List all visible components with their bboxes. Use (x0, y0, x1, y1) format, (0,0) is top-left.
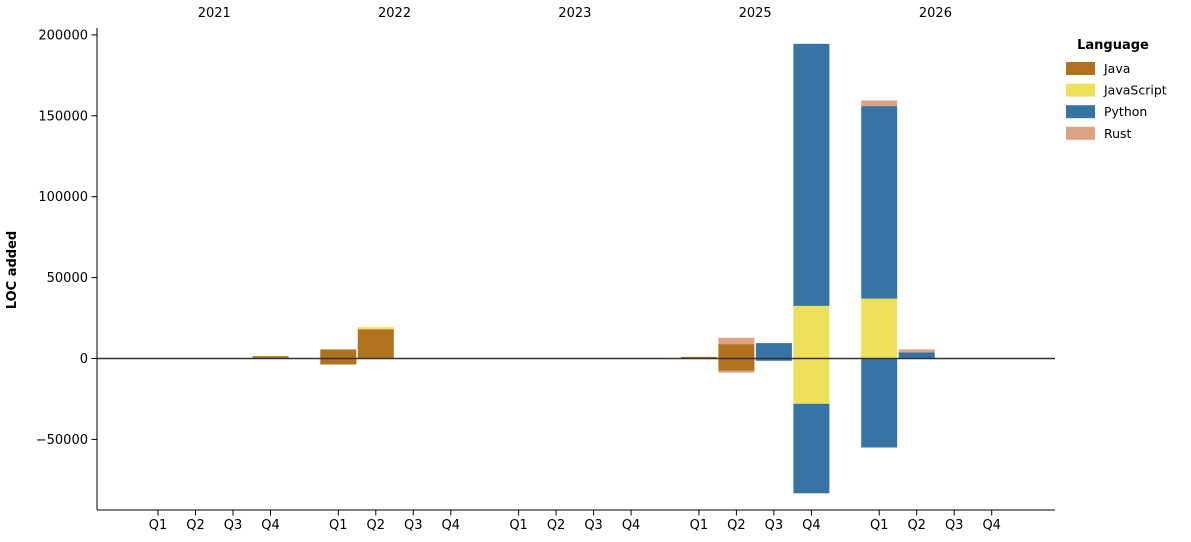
bar-segment-2025-Q4-javascript (793, 358, 830, 404)
bars-layer (252, 43, 935, 494)
x-tick-label-2025-Q2: Q2 (727, 518, 746, 533)
y-tick-label: 50000 (47, 271, 88, 286)
legend-swatch-rust (1066, 126, 1095, 140)
x-tick-label-2023-Q3: Q3 (584, 518, 603, 533)
bar-segment-2026-Q1-javascript (861, 298, 898, 359)
x-tick-label-2022-Q3: Q3 (404, 518, 423, 533)
year-label-2023: 2023 (558, 6, 591, 21)
y-tick-label: 200000 (38, 28, 88, 43)
x-tick-label-2023-Q2: Q2 (547, 518, 566, 533)
bar-segment-2026-Q2-rust (898, 349, 935, 353)
x-tick-label-2026-Q2: Q2 (907, 518, 926, 533)
legend-label-java: Java (1103, 61, 1130, 76)
bar-segment-2022-Q1-java (320, 349, 357, 359)
bar-segment-2026-Q1-python (861, 106, 898, 299)
x-tick-label-2026-Q3: Q3 (945, 518, 964, 533)
axes-layer (91, 28, 1055, 516)
bar-segment-2025-Q4-javascript (793, 305, 830, 359)
year-label-2025: 2025 (739, 6, 772, 21)
bar-segment-2025-Q2-java (718, 358, 755, 371)
legend: Language Java JavaScript Python Rust (1066, 38, 1167, 141)
legend-swatch-python (1066, 105, 1095, 119)
x-tick-label-2022-Q4: Q4 (442, 518, 461, 533)
bar-segment-2025-Q3-python (755, 343, 792, 359)
y-tick-label: −50000 (36, 433, 88, 448)
bar-segment-2025-Q2-rust (718, 370, 755, 373)
x-tick-label-2021-Q4: Q4 (261, 518, 280, 533)
year-label-2026: 2026 (919, 6, 952, 21)
x-tick-label-2025-Q1: Q1 (690, 518, 709, 533)
bar-segment-2022-Q2-javascript (357, 327, 394, 330)
legend-label-rust: Rust (1104, 126, 1132, 141)
legend-label-python: Python (1104, 104, 1147, 119)
x-tick-label-2022-Q2: Q2 (367, 518, 386, 533)
bar-segment-2021-Q4-java (252, 356, 289, 359)
bar-segment-2026-Q2-python (898, 352, 935, 359)
bar-segment-2026-Q1-rust (861, 100, 898, 107)
x-tick-label-2025-Q3: Q3 (765, 518, 784, 533)
bar-segment-2022-Q1-java (320, 358, 357, 365)
labels-layer: 200000 150000 100000 50000 0 −50000 Q1 Q2 Q3 Q4 Q1… (36, 6, 1001, 533)
x-tick-label-2023-Q1: Q1 (509, 518, 528, 533)
legend-label-javascript: JavaScript (1103, 83, 1167, 98)
y-tick-label: 0 (80, 352, 88, 367)
x-tick-label-2026-Q4: Q4 (982, 518, 1001, 533)
bar-segment-2026-Q1-python (861, 358, 898, 448)
legend-swatch-java (1066, 62, 1095, 75)
bar-segment-2025-Q4-python (793, 403, 830, 494)
year-label-2022: 2022 (378, 6, 411, 21)
y-tick-label: 100000 (38, 190, 88, 205)
x-tick-label-2023-Q4: Q4 (622, 518, 641, 533)
x-tick-label-2021-Q3: Q3 (224, 518, 243, 533)
x-tick-label-2021-Q2: Q2 (186, 518, 205, 533)
bar-segment-2025-Q1-java (680, 356, 717, 359)
bar-segment-2025-Q2-rust (718, 337, 755, 345)
x-tick-label-2026-Q1: Q1 (870, 518, 889, 533)
x-tick-label-2022-Q1: Q1 (329, 518, 348, 533)
legend-title: Language (1077, 38, 1149, 53)
y-tick-label: 150000 (38, 109, 88, 124)
bar-segment-2025-Q2-java (718, 344, 755, 359)
y-axis-title: LOC added (5, 231, 20, 309)
legend-swatch-javascript (1066, 83, 1095, 97)
bar-segment-2025-Q3-python (755, 358, 792, 361)
x-tick-label-2021-Q1: Q1 (149, 518, 168, 533)
year-label-2021: 2021 (198, 6, 231, 21)
bar-segment-2025-Q4-python (793, 43, 830, 306)
x-tick-label-2025-Q4: Q4 (802, 518, 821, 533)
bar-segment-2022-Q2-java (357, 329, 394, 359)
